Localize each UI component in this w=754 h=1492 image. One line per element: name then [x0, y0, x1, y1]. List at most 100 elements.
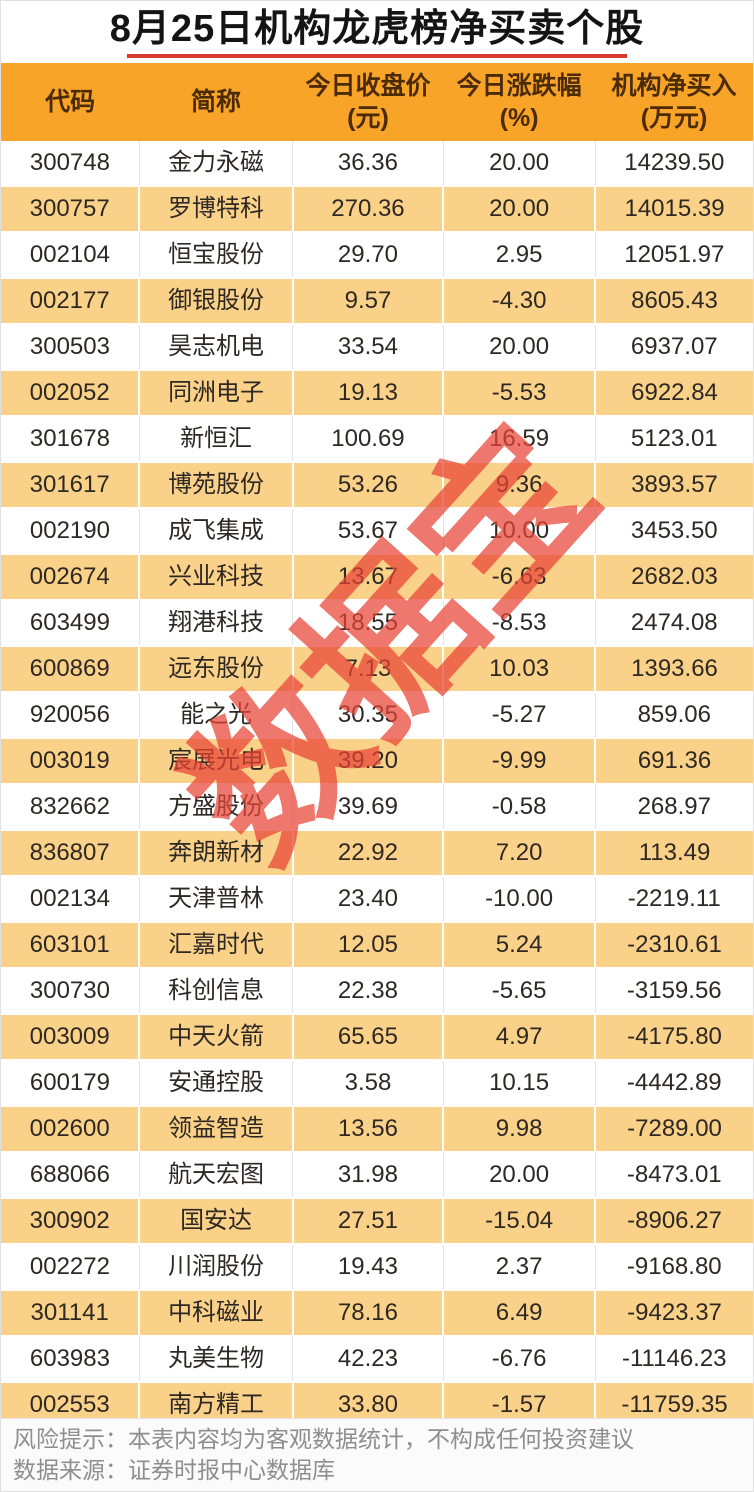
cell-change-pct: -15.04	[442, 1197, 596, 1245]
table-row: 300902 国安达 27.51 -15.04 -8906.27	[1, 1197, 753, 1245]
table-row: 603983 丸美生物 42.23 -6.76 -11146.23	[1, 1336, 753, 1382]
cell-close-price: 3.58	[292, 1060, 444, 1106]
cell-net-buy: 3893.57	[594, 461, 753, 509]
cell-close-price: 33.54	[292, 324, 444, 370]
cell-change-pct: -5.65	[442, 968, 596, 1014]
header-unit: (%)	[499, 104, 539, 132]
cell-code: 002272	[1, 1244, 140, 1290]
cell-code: 600179	[1, 1060, 140, 1106]
cell-code: 002674	[1, 553, 140, 601]
stock-table: 代码 简称 今日收盘价 (元) 今日涨跌幅 (%) 机构净买入 (万元)	[1, 63, 753, 1473]
cell-name: 罗博特科	[138, 185, 293, 233]
table-row: 603499 翔港科技 18.55 -8.53 2474.08	[1, 600, 753, 646]
cell-code: 832662	[1, 784, 140, 830]
header-unit: (万元)	[640, 104, 708, 132]
cell-code: 301617	[1, 461, 140, 509]
cell-close-price: 29.70	[292, 232, 444, 278]
cell-code: 603983	[1, 1336, 140, 1382]
cell-name: 安通控股	[138, 1060, 293, 1106]
cell-change-pct: -5.53	[442, 369, 596, 417]
cell-net-buy: -9423.37	[594, 1289, 753, 1337]
cell-change-pct: -6.76	[442, 1336, 596, 1382]
header-cell-name: 简称	[139, 63, 293, 141]
cell-code: 002190	[1, 508, 140, 554]
cell-code: 920056	[1, 692, 140, 738]
cell-net-buy: 2682.03	[594, 553, 753, 601]
cell-code: 688066	[1, 1152, 140, 1198]
cell-close-price: 12.05	[291, 921, 444, 969]
cell-close-price: 19.43	[292, 1244, 444, 1290]
cell-close-price: 65.65	[291, 1013, 444, 1061]
cell-code: 300902	[1, 1197, 140, 1245]
title-block: 8月25日机构龙虎榜净买卖个股	[1, 1, 753, 63]
table-row: 002600 领益智造 13.56 9.98 -7289.00	[1, 1105, 753, 1153]
title-underline	[127, 54, 627, 58]
cell-close-price: 18.55	[292, 600, 444, 646]
cell-change-pct: -5.27	[442, 692, 596, 738]
cell-change-pct: 20.00	[442, 185, 596, 233]
cell-net-buy: -3159.56	[594, 968, 753, 1014]
cell-change-pct: 10.03	[442, 645, 596, 693]
cell-net-buy: 1393.66	[594, 645, 753, 693]
cell-close-price: 53.67	[292, 508, 444, 554]
table-row: 600179 安通控股 3.58 10.15 -4442.89	[1, 1060, 753, 1106]
cell-name: 科创信息	[138, 968, 293, 1014]
cell-change-pct: 5.24	[442, 921, 596, 969]
cell-name: 丸美生物	[138, 1336, 293, 1382]
header-label: 简称	[191, 88, 242, 116]
cell-name: 成飞集成	[138, 508, 293, 554]
table-row: 600869 远东股份 7.13 10.03 1393.66	[1, 645, 753, 693]
cell-net-buy: 14015.39	[594, 185, 753, 233]
table-row: 002052 同洲电子 19.13 -5.53 6922.84	[1, 369, 753, 417]
cell-close-price: 42.23	[292, 1336, 444, 1382]
cell-change-pct: -9.99	[442, 737, 596, 785]
table-row: 002177 御银股份 9.57 -4.30 8605.43	[1, 277, 753, 325]
cell-net-buy: 8605.43	[594, 277, 753, 325]
table-row: 832662 方盛股份 39.69 -0.58 268.97	[1, 784, 753, 830]
cell-code: 836807	[1, 829, 140, 877]
header-row: 代码 简称 今日收盘价 (元) 今日涨跌幅 (%) 机构净买入 (万元)	[1, 63, 753, 141]
cell-code: 300748	[1, 141, 140, 186]
table-row: 300748 金力永磁 36.36 20.00 14239.50	[1, 141, 753, 186]
cell-code: 300757	[1, 185, 140, 233]
header-cell-close-price: 今日收盘价 (元)	[292, 63, 444, 141]
cell-name: 远东股份	[138, 645, 293, 693]
page-title: 8月25日机构龙虎榜净买卖个股	[109, 8, 645, 50]
cell-change-pct: -0.58	[442, 784, 596, 830]
table-row: 301141 中科磁业 78.16 6.49 -9423.37	[1, 1289, 753, 1337]
table-body: 300748 金力永磁 36.36 20.00 14239.50 300757 罗博特科 27…	[1, 141, 753, 1473]
cell-close-price: 27.51	[291, 1197, 444, 1245]
header-cell-code: 代码	[1, 63, 140, 141]
cell-name: 宸展光电	[138, 737, 293, 785]
cell-code: 603101	[1, 921, 140, 969]
cell-change-pct: 10.00	[442, 508, 596, 554]
cell-close-price: 100.69	[292, 416, 444, 462]
cell-close-price: 78.16	[291, 1289, 444, 1337]
header-label: 机构净买入	[611, 72, 737, 100]
cell-change-pct: 2.37	[442, 1244, 596, 1290]
cell-code: 301678	[1, 416, 140, 462]
cell-net-buy: -7289.00	[594, 1105, 753, 1153]
cell-name: 昊志机电	[138, 324, 293, 370]
cell-name: 川润股份	[138, 1244, 293, 1290]
cell-change-pct: 10.15	[442, 1060, 596, 1106]
table-row: 002190 成飞集成 53.67 10.00 3453.50	[1, 508, 753, 554]
cell-name: 恒宝股份	[138, 232, 293, 278]
cell-close-price: 22.92	[291, 829, 444, 877]
header-cell-net-buy: 机构净买入 (万元)	[595, 63, 753, 141]
cell-code: 301141	[1, 1289, 140, 1337]
header-cell-change-pct: 今日涨跌幅 (%)	[443, 63, 596, 141]
cell-close-price: 31.98	[292, 1152, 444, 1198]
cell-net-buy: -9168.80	[594, 1244, 753, 1290]
table-row: 003009 中天火箭 65.65 4.97 -4175.80	[1, 1013, 753, 1061]
cell-net-buy: -4175.80	[594, 1013, 753, 1061]
cell-change-pct: 9.98	[442, 1105, 596, 1153]
table-row: 920056 能之光 30.35 -5.27 859.06	[1, 692, 753, 738]
cell-code: 003009	[1, 1013, 140, 1061]
table-row: 002134 天津普林 23.40 -10.00 -2219.11	[1, 876, 753, 922]
cell-close-price: 22.38	[292, 968, 444, 1014]
cell-name: 国安达	[138, 1197, 293, 1245]
cell-change-pct: 2.95	[442, 232, 596, 278]
cell-code: 300730	[1, 968, 140, 1014]
